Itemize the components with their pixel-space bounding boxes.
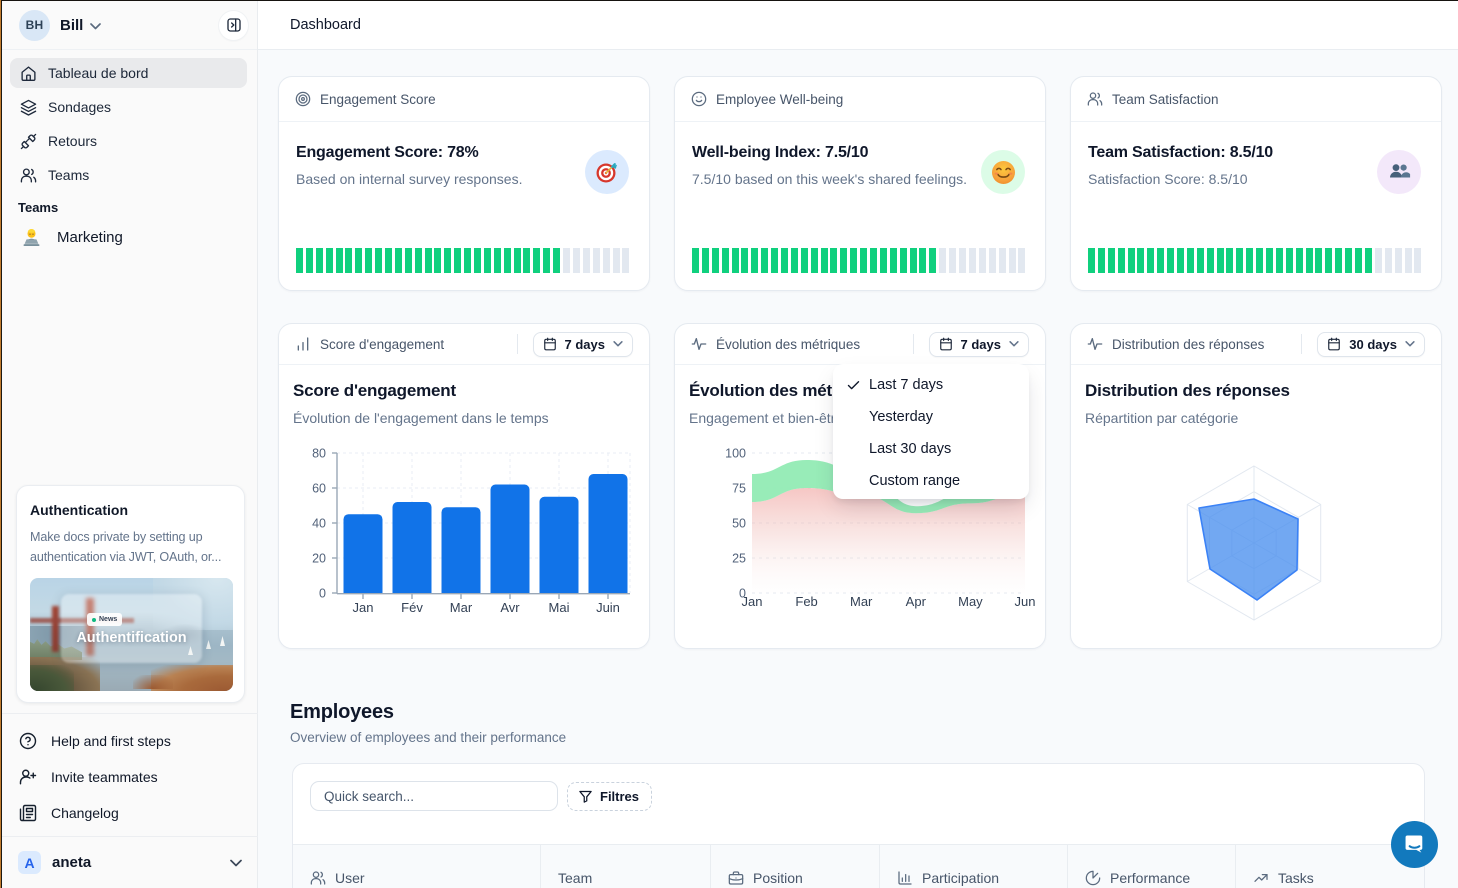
svg-text:Mar: Mar [450, 600, 473, 615]
svg-text:100: 100 [725, 447, 746, 461]
svg-text:20: 20 [312, 552, 326, 566]
svg-text:60: 60 [312, 482, 326, 496]
svg-text:75: 75 [732, 482, 746, 496]
svg-text:80: 80 [312, 447, 326, 461]
svg-text:Jan: Jan [353, 600, 374, 615]
svg-text:0: 0 [739, 587, 746, 601]
svg-text:50: 50 [732, 517, 746, 531]
svg-text:Fév: Fév [401, 600, 423, 615]
svg-text:Avr: Avr [500, 600, 520, 615]
svg-text:40: 40 [312, 517, 326, 531]
svg-text:Jun: Jun [1015, 594, 1036, 609]
svg-text:May: May [958, 594, 983, 609]
svg-text:25: 25 [732, 552, 746, 566]
svg-text:Juin: Juin [596, 600, 620, 615]
svg-text:Apr: Apr [906, 594, 927, 609]
svg-text:Jan: Jan [742, 594, 763, 609]
svg-text:Mai: Mai [549, 600, 570, 615]
svg-text:Mar: Mar [850, 594, 873, 609]
svg-text:Feb: Feb [795, 594, 817, 609]
svg-text:0: 0 [319, 587, 326, 601]
